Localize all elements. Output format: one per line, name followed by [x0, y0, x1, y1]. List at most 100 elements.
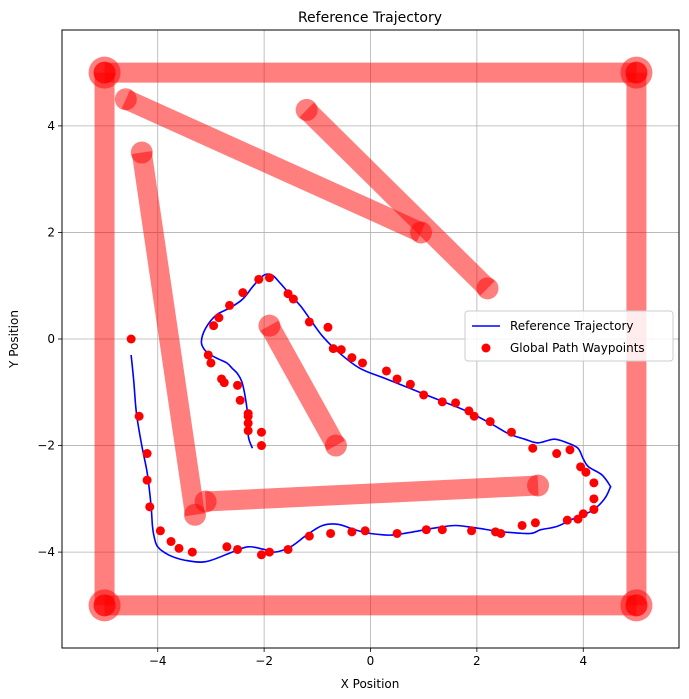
- obstacle-endcap: [295, 98, 318, 121]
- obstacle-bar: [205, 475, 539, 512]
- waypoint-marker: [464, 406, 474, 416]
- obstacle-endcap: [324, 434, 347, 457]
- x-tick-label: −2: [255, 654, 273, 668]
- obstacle-corner: [620, 589, 653, 622]
- waypoint-marker: [347, 353, 357, 363]
- y-tick-label: 4: [47, 119, 55, 133]
- waypoint-marker: [360, 526, 370, 536]
- waypoints-layer: [126, 273, 599, 560]
- waypoint-marker: [304, 317, 314, 327]
- waypoint-marker: [358, 358, 368, 368]
- waypoint-marker: [283, 544, 293, 554]
- waypoint-marker: [578, 509, 588, 519]
- y-tick-label: −2: [37, 439, 55, 453]
- waypoint-marker: [328, 344, 338, 354]
- y-tick-label: 2: [47, 225, 55, 239]
- waypoint-marker: [562, 515, 572, 525]
- waypoint-marker: [256, 550, 266, 560]
- waypoint-marker: [392, 528, 402, 538]
- waypoint-marker: [589, 478, 599, 488]
- waypoint-marker: [134, 411, 144, 421]
- waypoint-marker: [174, 543, 184, 553]
- waypoint-marker: [405, 379, 415, 389]
- waypoint-marker: [219, 378, 229, 388]
- waypoint-marker: [222, 542, 232, 552]
- waypoint-marker: [336, 345, 346, 355]
- waypoint-marker: [419, 390, 429, 400]
- y-tick-label: −4: [37, 545, 55, 559]
- waypoint-marker: [142, 475, 152, 485]
- waypoint-marker: [203, 350, 213, 360]
- waypoint-marker: [323, 322, 333, 332]
- waypoint-marker: [326, 528, 336, 538]
- waypoint-marker: [209, 321, 219, 331]
- legend-label-trajectory: Reference Trajectory: [510, 319, 634, 333]
- obstacle-corner: [620, 56, 653, 89]
- legend-box: [464, 310, 674, 362]
- obstacle-bar: [131, 151, 205, 517]
- waypoint-marker: [233, 380, 243, 390]
- waypoint-marker: [256, 427, 266, 437]
- waypoint-marker: [392, 374, 402, 384]
- obstacle-endcap: [527, 474, 550, 497]
- waypoint-marker: [421, 525, 431, 535]
- waypoint-marker: [238, 288, 248, 298]
- obstacle-bar: [121, 90, 426, 242]
- waypoint-marker: [243, 426, 253, 436]
- waypoint-marker: [187, 547, 197, 557]
- obstacle-endcap: [114, 88, 137, 111]
- waypoint-marker: [283, 289, 293, 299]
- y-tick-label: 0: [47, 332, 55, 346]
- waypoint-marker: [304, 531, 314, 541]
- obstacles-layer: [88, 56, 653, 622]
- legend-marker-swatch: [481, 343, 491, 353]
- waypoint-marker: [145, 502, 155, 512]
- waypoint-marker: [589, 504, 599, 514]
- waypoint-marker: [530, 518, 540, 528]
- obstacle-corner: [88, 56, 121, 89]
- waypoint-marker: [517, 520, 527, 530]
- waypoint-marker: [467, 526, 477, 536]
- waypoint-marker: [225, 300, 235, 310]
- waypoint-marker: [381, 366, 391, 376]
- waypoint-marker: [451, 398, 461, 408]
- x-tick-label: −4: [149, 654, 167, 668]
- waypoint-marker: [142, 449, 152, 459]
- waypoint-marker: [155, 526, 165, 536]
- legend: Reference Trajectory Global Path Waypoin…: [464, 310, 674, 362]
- obstacle-endcap: [476, 277, 499, 300]
- waypoint-marker: [233, 544, 243, 554]
- waypoint-marker: [206, 358, 216, 368]
- waypoint-marker: [552, 449, 562, 459]
- waypoint-marker: [235, 395, 245, 405]
- obstacle-corner: [88, 589, 121, 622]
- waypoint-marker: [166, 536, 176, 546]
- waypoint-marker: [214, 313, 224, 323]
- y-axis-label: Y Position: [7, 310, 21, 369]
- waypoint-marker: [347, 527, 357, 537]
- waypoint-marker: [576, 462, 586, 472]
- waypoint-marker: [437, 397, 447, 407]
- axis-ticks: −4 −2 0 2 4 −4 −2 0 2 4: [37, 119, 587, 668]
- waypoint-marker: [496, 528, 506, 538]
- waypoint-marker: [256, 441, 266, 451]
- waypoint-marker: [437, 525, 447, 535]
- waypoint-marker: [589, 494, 599, 504]
- obstacle-bar: [299, 102, 495, 296]
- x-tick-label: 4: [579, 654, 587, 668]
- waypoint-marker: [264, 547, 274, 557]
- waypoint-marker: [565, 445, 575, 455]
- obstacle-endcap: [194, 490, 217, 513]
- chart-title: Reference Trajectory: [298, 10, 442, 26]
- waypoint-marker: [485, 417, 495, 427]
- waypoint-marker: [243, 411, 253, 421]
- waypoint-marker: [264, 273, 274, 283]
- legend-label-waypoints: Global Path Waypoints: [510, 341, 645, 355]
- x-axis-label: X Position: [341, 677, 400, 691]
- obstacle-bar: [260, 320, 345, 451]
- waypoint-marker: [254, 274, 264, 284]
- waypoint-marker: [528, 443, 538, 453]
- waypoint-marker: [243, 418, 253, 428]
- waypoint-marker: [126, 334, 136, 344]
